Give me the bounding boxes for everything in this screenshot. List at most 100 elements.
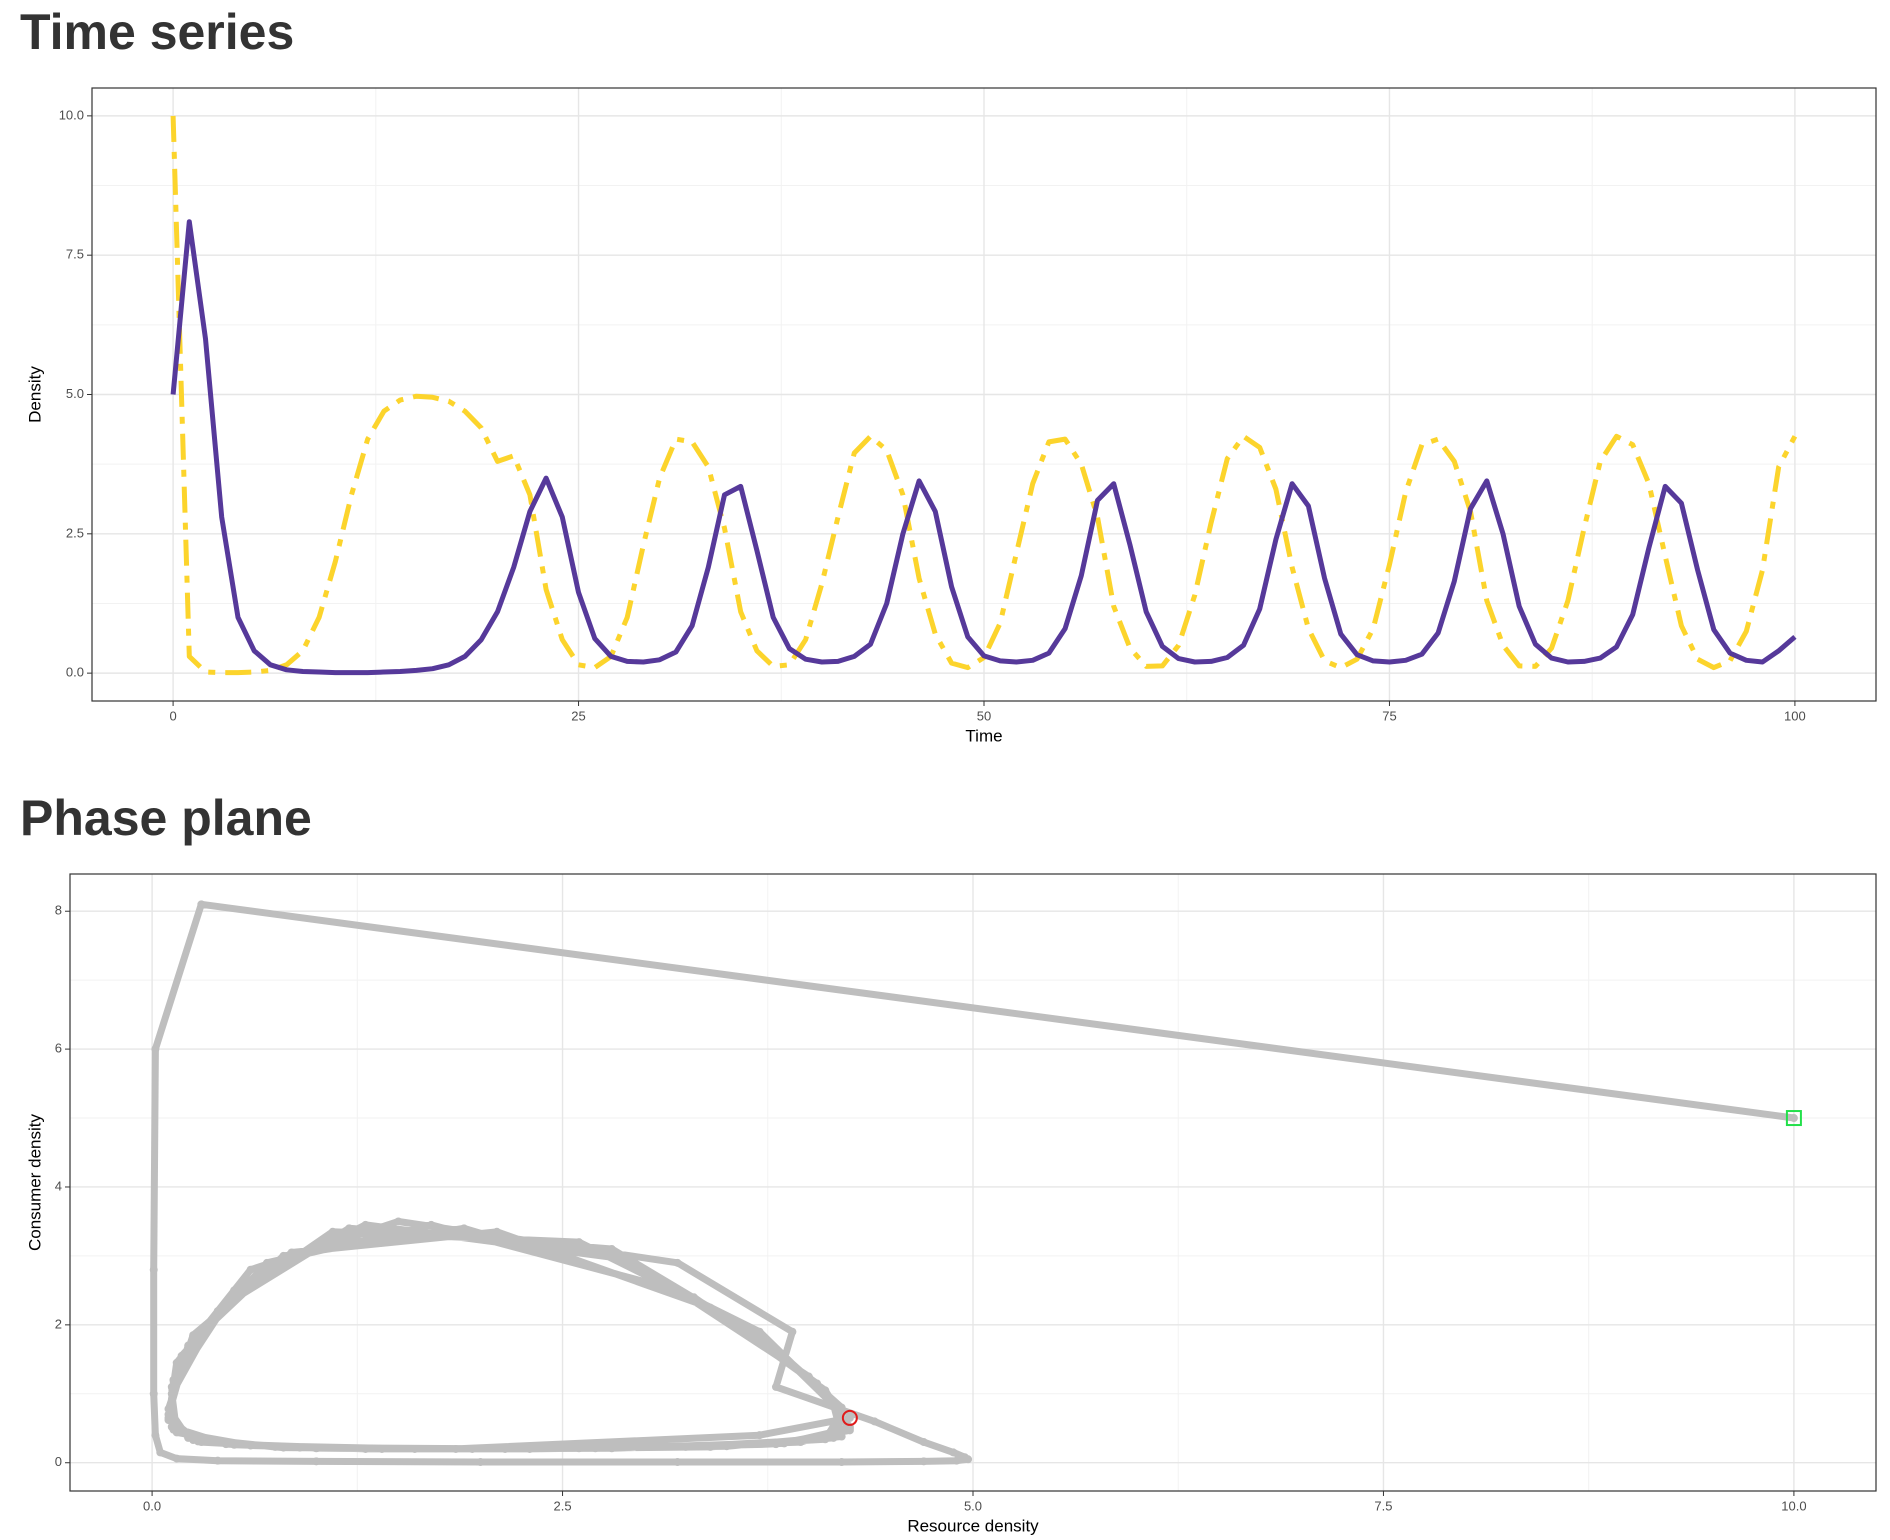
x-tick-label: 10.0 xyxy=(1781,1498,1806,1513)
x-tick-label: 75 xyxy=(1382,708,1396,723)
point xyxy=(151,1431,160,1440)
x-axis-title: Resource density xyxy=(907,1516,1039,1535)
point xyxy=(184,1433,193,1442)
point xyxy=(271,1442,280,1451)
series-line xyxy=(170,219,1797,676)
point xyxy=(377,1444,386,1453)
chart-title: Time series xyxy=(20,4,294,60)
point xyxy=(197,900,206,909)
y-axis-title: Consumer density xyxy=(25,1114,44,1252)
point xyxy=(221,1300,230,1309)
point xyxy=(952,1456,961,1465)
point xyxy=(287,1248,296,1257)
x-tick-label: 25 xyxy=(571,708,585,723)
point xyxy=(821,1386,830,1395)
y-tick-label: 6 xyxy=(55,1041,62,1056)
point xyxy=(213,1456,222,1465)
point xyxy=(607,1245,616,1254)
y-tick-label: 0.0 xyxy=(66,665,84,680)
point xyxy=(156,1448,165,1457)
point xyxy=(230,1286,239,1295)
point xyxy=(673,1286,682,1295)
point xyxy=(919,1457,928,1466)
y-tick-label: 0 xyxy=(55,1454,62,1469)
point xyxy=(673,1258,682,1267)
point xyxy=(796,1438,805,1447)
point xyxy=(780,1439,789,1448)
point xyxy=(755,1431,764,1440)
point xyxy=(919,1438,928,1447)
point xyxy=(451,1444,460,1453)
point xyxy=(177,1351,186,1360)
x-axis-title: Time xyxy=(965,726,1002,745)
x-tick-label: 7.5 xyxy=(1374,1498,1392,1513)
point xyxy=(149,1389,158,1398)
y-tick-label: 2.5 xyxy=(66,525,84,540)
end-marker xyxy=(841,1409,858,1426)
point xyxy=(230,1440,239,1449)
point xyxy=(960,1453,969,1462)
point xyxy=(722,1442,731,1451)
point xyxy=(870,1417,879,1426)
point xyxy=(476,1458,485,1467)
point xyxy=(689,1293,698,1302)
point xyxy=(771,1382,780,1391)
point xyxy=(345,1224,354,1233)
point xyxy=(184,1341,193,1350)
point xyxy=(410,1444,419,1453)
panel-border xyxy=(91,87,1877,702)
point xyxy=(574,1238,583,1247)
x-tick-label: 100 xyxy=(1784,708,1806,723)
point xyxy=(813,1379,822,1388)
point xyxy=(167,1382,176,1391)
point xyxy=(829,1400,838,1409)
point xyxy=(829,1433,838,1442)
point xyxy=(361,1444,370,1453)
point xyxy=(1789,1114,1798,1123)
x-tick-label: 5.0 xyxy=(964,1498,982,1513)
point xyxy=(279,1443,288,1452)
point xyxy=(591,1444,600,1453)
point xyxy=(845,1426,854,1435)
point xyxy=(361,1220,370,1229)
point xyxy=(804,1372,813,1381)
point xyxy=(624,1255,633,1264)
point xyxy=(312,1444,321,1453)
x-tick-label: 50 xyxy=(977,708,991,723)
y-tick-label: 10.0 xyxy=(59,107,84,122)
y-tick-label: 8 xyxy=(55,903,62,918)
point xyxy=(763,1338,772,1347)
point xyxy=(706,1303,715,1312)
point xyxy=(167,1422,176,1431)
y-tick-label: 7.5 xyxy=(66,247,84,262)
point xyxy=(172,1454,181,1463)
point xyxy=(246,1265,255,1274)
x-tick-label: 2.5 xyxy=(554,1498,572,1513)
point xyxy=(164,1410,173,1419)
point xyxy=(771,1440,780,1449)
point xyxy=(837,1403,846,1412)
point xyxy=(263,1258,272,1267)
point xyxy=(394,1217,403,1226)
point xyxy=(837,1432,846,1441)
point xyxy=(771,1344,780,1353)
point xyxy=(681,1442,690,1451)
point xyxy=(755,1327,764,1336)
x-tick-label: 0.0 xyxy=(143,1498,161,1513)
y-tick-label: 5.0 xyxy=(66,386,84,401)
point xyxy=(525,1444,534,1453)
point xyxy=(279,1251,288,1260)
point xyxy=(607,1444,616,1453)
start-marker xyxy=(1785,1110,1802,1127)
y-tick-label: 2 xyxy=(55,1316,62,1331)
y-tick-label: 4 xyxy=(55,1178,62,1193)
point xyxy=(169,1376,178,1385)
point xyxy=(460,1224,469,1233)
point xyxy=(574,1444,583,1453)
point xyxy=(312,1457,321,1466)
point xyxy=(295,1443,304,1452)
point xyxy=(328,1227,337,1236)
point xyxy=(221,1440,230,1449)
